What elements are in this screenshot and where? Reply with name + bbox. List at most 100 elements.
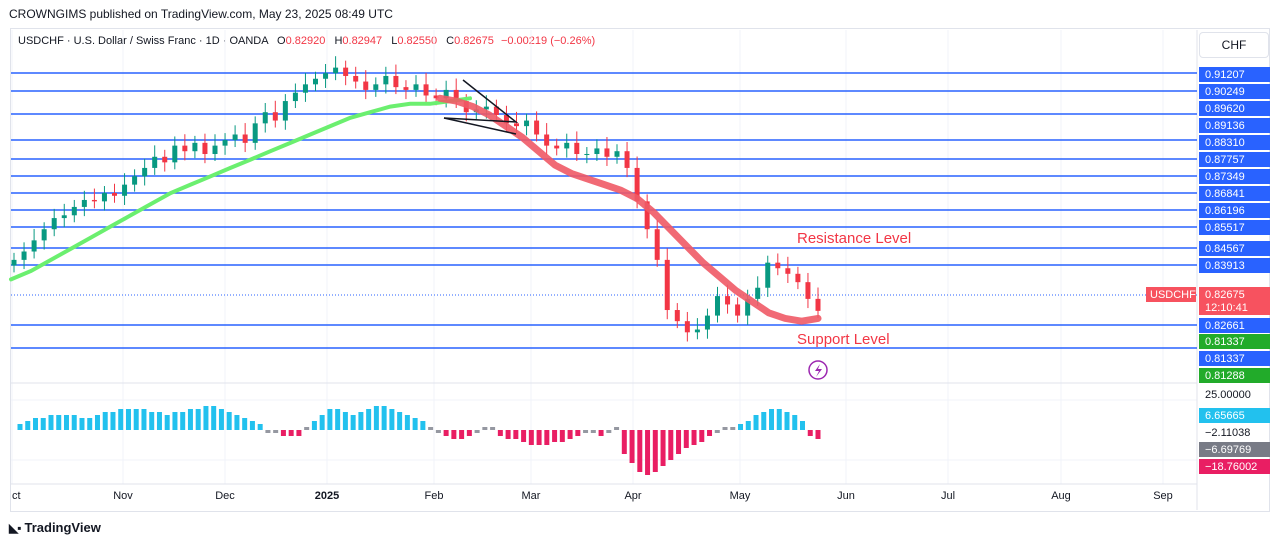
histogram-bar [56, 415, 62, 430]
price-tag-label: 0.86841 [1205, 188, 1245, 200]
brand-label: TradingView [24, 520, 101, 535]
candle-body [483, 106, 489, 110]
price-tag [1199, 334, 1270, 349]
price-axis: 0.91207 0.90249 0.89620 0.89136 0.88310 0.877… [1146, 67, 1270, 474]
price-tag-label: 0.87349 [1205, 171, 1245, 183]
time-tick-label: 2025 [315, 490, 339, 502]
histogram-bar [614, 427, 620, 430]
candle-body [755, 287, 761, 299]
histogram-bar [40, 418, 46, 430]
candle-body [172, 145, 178, 163]
candle-body [624, 151, 630, 168]
histogram-bar [451, 430, 457, 439]
histogram-bar [257, 424, 263, 430]
histogram-bar [753, 415, 759, 430]
price-tag [1199, 186, 1270, 201]
candle-body [21, 251, 27, 260]
histogram-bar [490, 427, 496, 430]
histogram-bar [428, 427, 434, 430]
price-tag [1199, 220, 1270, 235]
histogram-bar [800, 421, 806, 430]
price-tag [1199, 118, 1270, 133]
candle-body [594, 148, 600, 154]
histogram-bar [273, 430, 279, 433]
histogram-bar [187, 409, 193, 430]
candle-body [634, 167, 640, 202]
price-tag [1199, 84, 1270, 99]
histogram-bar [381, 406, 387, 430]
time-tick-label: Apr [624, 490, 641, 502]
candle-body [282, 101, 288, 121]
candle-body [704, 315, 710, 330]
osc-tag [1199, 459, 1270, 474]
histogram-bar [683, 430, 689, 448]
histogram-bar [443, 430, 449, 436]
lightning-icon [808, 360, 828, 380]
histogram-bar [792, 415, 798, 430]
histogram-bar [707, 430, 713, 436]
time-tick-label: Feb [425, 490, 444, 502]
last-price-label: 0.82675 [1205, 289, 1245, 301]
symbol-tag [1146, 287, 1196, 302]
candle-body [353, 75, 359, 82]
close-label: C [446, 35, 455, 47]
histogram-bar [629, 430, 635, 463]
histogram-bar [102, 412, 108, 430]
price-tag [1199, 203, 1270, 218]
candle-body [91, 199, 97, 202]
histogram-bar [660, 430, 666, 466]
price-tag-label: 0.90249 [1205, 86, 1245, 98]
candle-body [222, 140, 228, 146]
histogram-bar [94, 415, 100, 430]
triangle-line [443, 117, 517, 135]
symbol-tag-label: USDCHF [1150, 289, 1196, 301]
last-price-tag [1199, 287, 1270, 315]
chart-grid [11, 30, 1198, 510]
candle-body [584, 153, 590, 155]
symbol-title[interactable]: USDCHF · U.S. Dollar / Swiss Franc · 1D … [18, 35, 268, 47]
triangle-drawing [443, 79, 519, 135]
histogram-bar [133, 409, 139, 430]
candle-body [101, 193, 107, 202]
histogram-bar [304, 427, 310, 430]
candle-body [815, 298, 821, 311]
price-tag-label: 0.82661 [1205, 320, 1245, 332]
histogram-bar [730, 427, 736, 430]
histogram-bar [474, 430, 480, 433]
price-tag [1199, 101, 1270, 116]
currency-button[interactable]: CHF [1199, 32, 1269, 58]
histogram-bar [497, 430, 503, 436]
candle-body [122, 184, 128, 196]
candle-body [544, 134, 550, 146]
price-tag [1199, 241, 1270, 256]
price-tag [1199, 67, 1270, 82]
candle-body [152, 156, 158, 168]
candle-body [212, 145, 218, 154]
candle-body [765, 262, 771, 288]
histogram-bar [63, 415, 69, 430]
countdown-label: 12:10:41 [1205, 302, 1248, 314]
tradingview-brand[interactable]: ◣▪ TradingView [9, 520, 101, 535]
histogram-bar [621, 430, 627, 454]
histogram-bar [164, 415, 170, 430]
price-tag [1199, 152, 1270, 167]
price-tag [1199, 351, 1270, 366]
candle-body [403, 87, 409, 90]
time-tick-label: Aug [1051, 490, 1071, 502]
histogram-bar [722, 427, 728, 430]
candle-body [333, 67, 339, 74]
histogram-bar [784, 412, 790, 430]
candle-body [745, 298, 751, 316]
histogram-bar [203, 406, 209, 430]
histogram-bar [149, 412, 155, 430]
histogram-bar [389, 409, 395, 430]
time-tick-label: Dec [215, 490, 235, 502]
close-value: 0.82675 [454, 35, 494, 47]
candle-body [554, 145, 560, 149]
moving-averages [9, 94, 822, 325]
histogram-bar [195, 409, 201, 430]
high-value: 0.82947 [342, 35, 383, 47]
histogram-bar [265, 430, 271, 433]
candle-body [242, 134, 248, 143]
